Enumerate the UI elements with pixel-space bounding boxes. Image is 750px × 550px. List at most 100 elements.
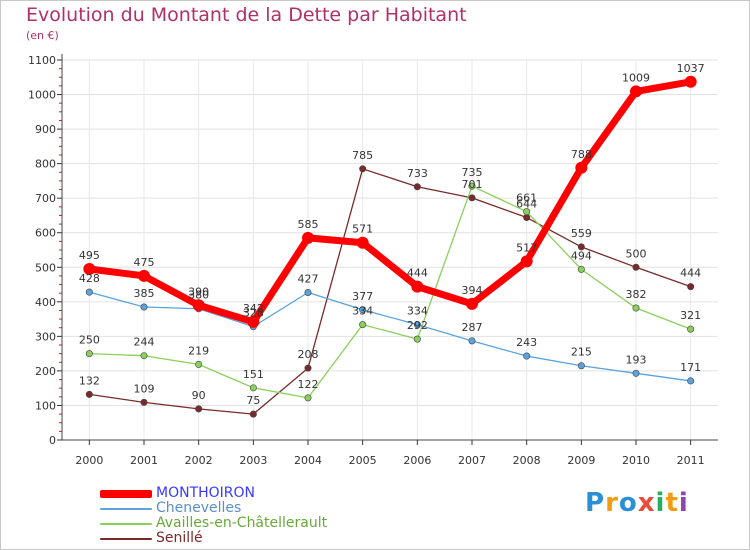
data-point: [577, 243, 585, 251]
data-label: 390: [188, 285, 209, 298]
data-label: 494: [571, 249, 592, 262]
x-tick-label: 2010: [622, 454, 650, 467]
data-label: 785: [352, 149, 373, 162]
data-point: [684, 75, 697, 88]
data-label: 328: [243, 307, 264, 320]
data-label: 321: [680, 309, 701, 322]
y-tick-label: 800: [35, 158, 56, 171]
y-tick-label: 300: [35, 330, 56, 343]
data-point: [411, 280, 424, 293]
data-label: 1009: [622, 71, 650, 84]
data-label: 571: [352, 223, 373, 236]
data-point: [575, 161, 588, 174]
data-label: 517: [516, 241, 537, 254]
x-tick-label: 2011: [677, 454, 705, 467]
data-point: [468, 194, 476, 202]
x-tick-label: 2001: [130, 454, 158, 467]
data-label: 334: [407, 305, 428, 318]
data-label: 382: [626, 288, 647, 301]
legend-label: Chenevelles: [156, 500, 242, 516]
data-label: 244: [134, 336, 155, 349]
data-label: 193: [626, 353, 647, 366]
legend-swatch: [100, 538, 152, 540]
data-point: [192, 299, 205, 312]
data-label: 559: [571, 227, 592, 240]
logo-letter: r: [605, 488, 619, 518]
y-tick-label: 100: [35, 399, 56, 412]
data-label: 342: [243, 302, 264, 315]
data-point: [249, 410, 257, 418]
data-label: 287: [462, 321, 483, 334]
data-label: 292: [407, 319, 428, 332]
x-tick-label: 2003: [239, 454, 267, 467]
data-label: 380: [188, 289, 209, 302]
data-point: [140, 303, 148, 311]
data-label: 585: [298, 218, 319, 231]
y-tick-label: 700: [35, 192, 56, 205]
x-tick-label: 2007: [458, 454, 486, 467]
data-label: 109: [134, 382, 155, 395]
logo-letter: t: [665, 488, 679, 518]
data-label: 171: [680, 361, 701, 374]
data-label: 394: [462, 284, 483, 297]
data-label: 334: [352, 305, 373, 318]
data-point: [630, 85, 642, 98]
data-label: 444: [407, 267, 428, 280]
data-point: [632, 369, 640, 377]
data-point: [302, 231, 314, 244]
chart-title: Evolution du Montant de la Dette par Hab…: [26, 4, 467, 26]
y-tick-label: 500: [35, 261, 56, 274]
data-label: 427: [298, 272, 319, 285]
x-tick-label: 2002: [185, 454, 213, 467]
data-point: [249, 384, 257, 392]
data-point: [632, 263, 640, 271]
logo-letter: x: [637, 488, 656, 518]
x-tick-label: 2009: [567, 454, 595, 467]
data-point: [520, 255, 533, 268]
data-label: 1037: [677, 62, 705, 75]
data-label: 735: [462, 166, 483, 179]
data-point: [140, 398, 148, 406]
chart-data-labels: 495 475 390 342 585 571 444 394 517 788 1009 1037 42…: [79, 62, 705, 407]
data-point: [83, 263, 96, 275]
data-label: 701: [462, 178, 483, 191]
legend-label: Availles-en-Châtellerault: [156, 515, 328, 531]
data-label: 219: [188, 344, 209, 357]
data-label: 208: [298, 348, 319, 361]
data-point: [523, 208, 531, 216]
data-point: [304, 364, 312, 372]
series-line-1: [85, 78, 695, 326]
data-label: 122: [298, 378, 319, 391]
proxiti-logo: Proxiti: [585, 488, 689, 518]
data-label: 385: [134, 287, 155, 300]
data-point: [577, 265, 585, 273]
data-point: [413, 335, 421, 343]
y-tick-label: 900: [35, 123, 56, 136]
data-point: [140, 352, 148, 360]
data-label: 75: [246, 394, 260, 407]
data-label: 444: [680, 267, 701, 280]
chart-series: [83, 75, 697, 418]
data-point: [687, 283, 695, 291]
x-tick-label: 2000: [75, 454, 103, 467]
data-label: 475: [134, 256, 155, 269]
data-label: 151: [243, 368, 264, 381]
logo-letter: i: [678, 488, 689, 518]
x-tick-label: 2005: [349, 454, 377, 467]
logo-letter: P: [585, 488, 606, 518]
data-point: [356, 236, 369, 249]
x-tick-label: 2004: [294, 454, 322, 467]
data-label: 500: [626, 247, 647, 260]
legend-swatch: [100, 490, 152, 498]
data-point: [413, 183, 421, 191]
legend-label: MONTHOIRON: [156, 485, 256, 501]
y-tick-label: 200: [35, 365, 56, 378]
data-label: 661: [516, 192, 537, 205]
y-tick-label: 400: [35, 296, 56, 309]
logo-letter: i: [655, 488, 666, 518]
data-point: [359, 165, 367, 173]
data-point: [468, 337, 476, 345]
series-line-4: [88, 168, 692, 415]
chart-axes: 0 100 200 300 400 500 600 700 800 900 1000 1100 2000…: [28, 54, 718, 467]
